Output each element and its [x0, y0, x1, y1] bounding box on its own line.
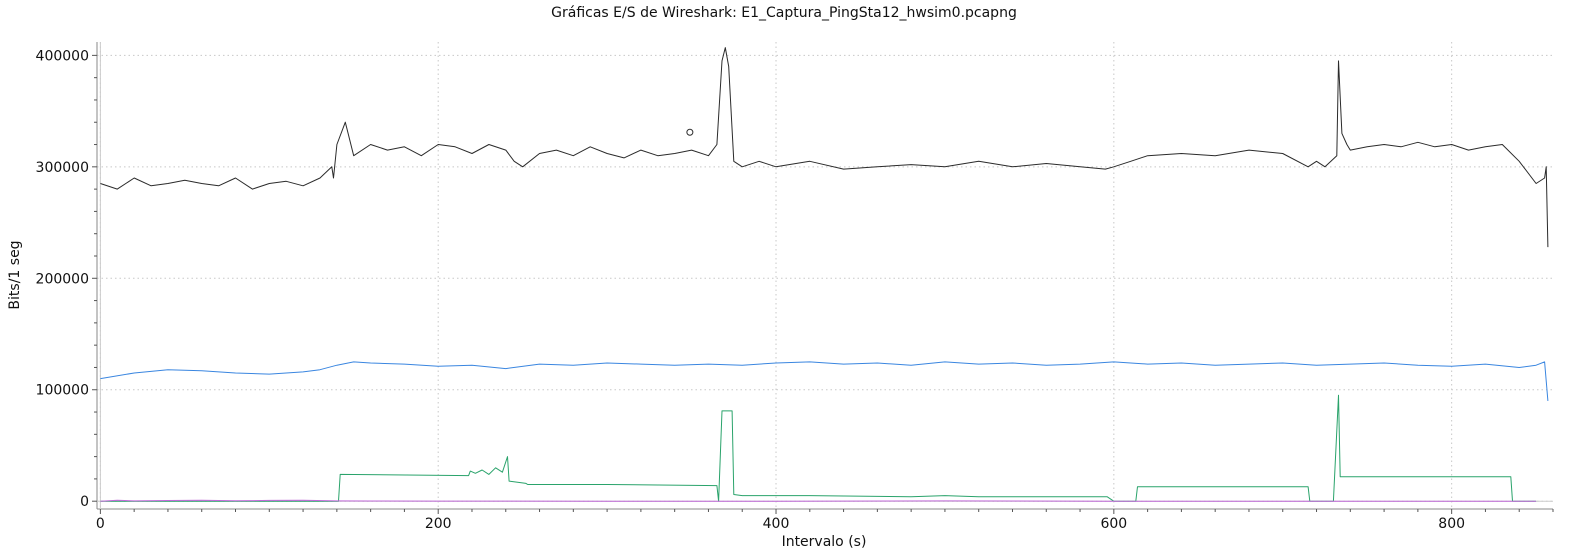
grid-lines [97, 42, 1553, 509]
y-tick-label: 100000 [36, 383, 89, 399]
marker-group [686, 128, 694, 136]
series-group [100, 47, 1549, 502]
series-line-2 [100, 361, 1549, 401]
y-tick-label: 400000 [36, 48, 89, 64]
tick-marks: 0 200 400 600 800 0 100000 200000 300000 400000 [36, 48, 1554, 532]
y-tick-label: 200000 [36, 271, 89, 287]
series-line-1 [100, 47, 1549, 248]
x-axis-label: Intervalo (s) [782, 534, 867, 550]
point-marker [686, 128, 694, 136]
x-tick-label: 600 [1100, 516, 1127, 532]
chart-title: Gráficas E/S de Wireshark: E1_Captura_Pi… [551, 5, 1017, 21]
y-tick-label: 0 [80, 494, 89, 510]
x-tick-label: 800 [1438, 516, 1465, 532]
x-tick-label: 200 [425, 516, 452, 532]
series-line-4 [100, 499, 1537, 502]
x-tick-label: 400 [763, 516, 790, 532]
y-tick-label: 300000 [36, 160, 89, 176]
x-tick-label: 0 [96, 516, 105, 532]
axes [96, 42, 1553, 510]
y-axis-label: Bits/1 seg [7, 240, 23, 309]
series-line-3 [100, 394, 1537, 502]
